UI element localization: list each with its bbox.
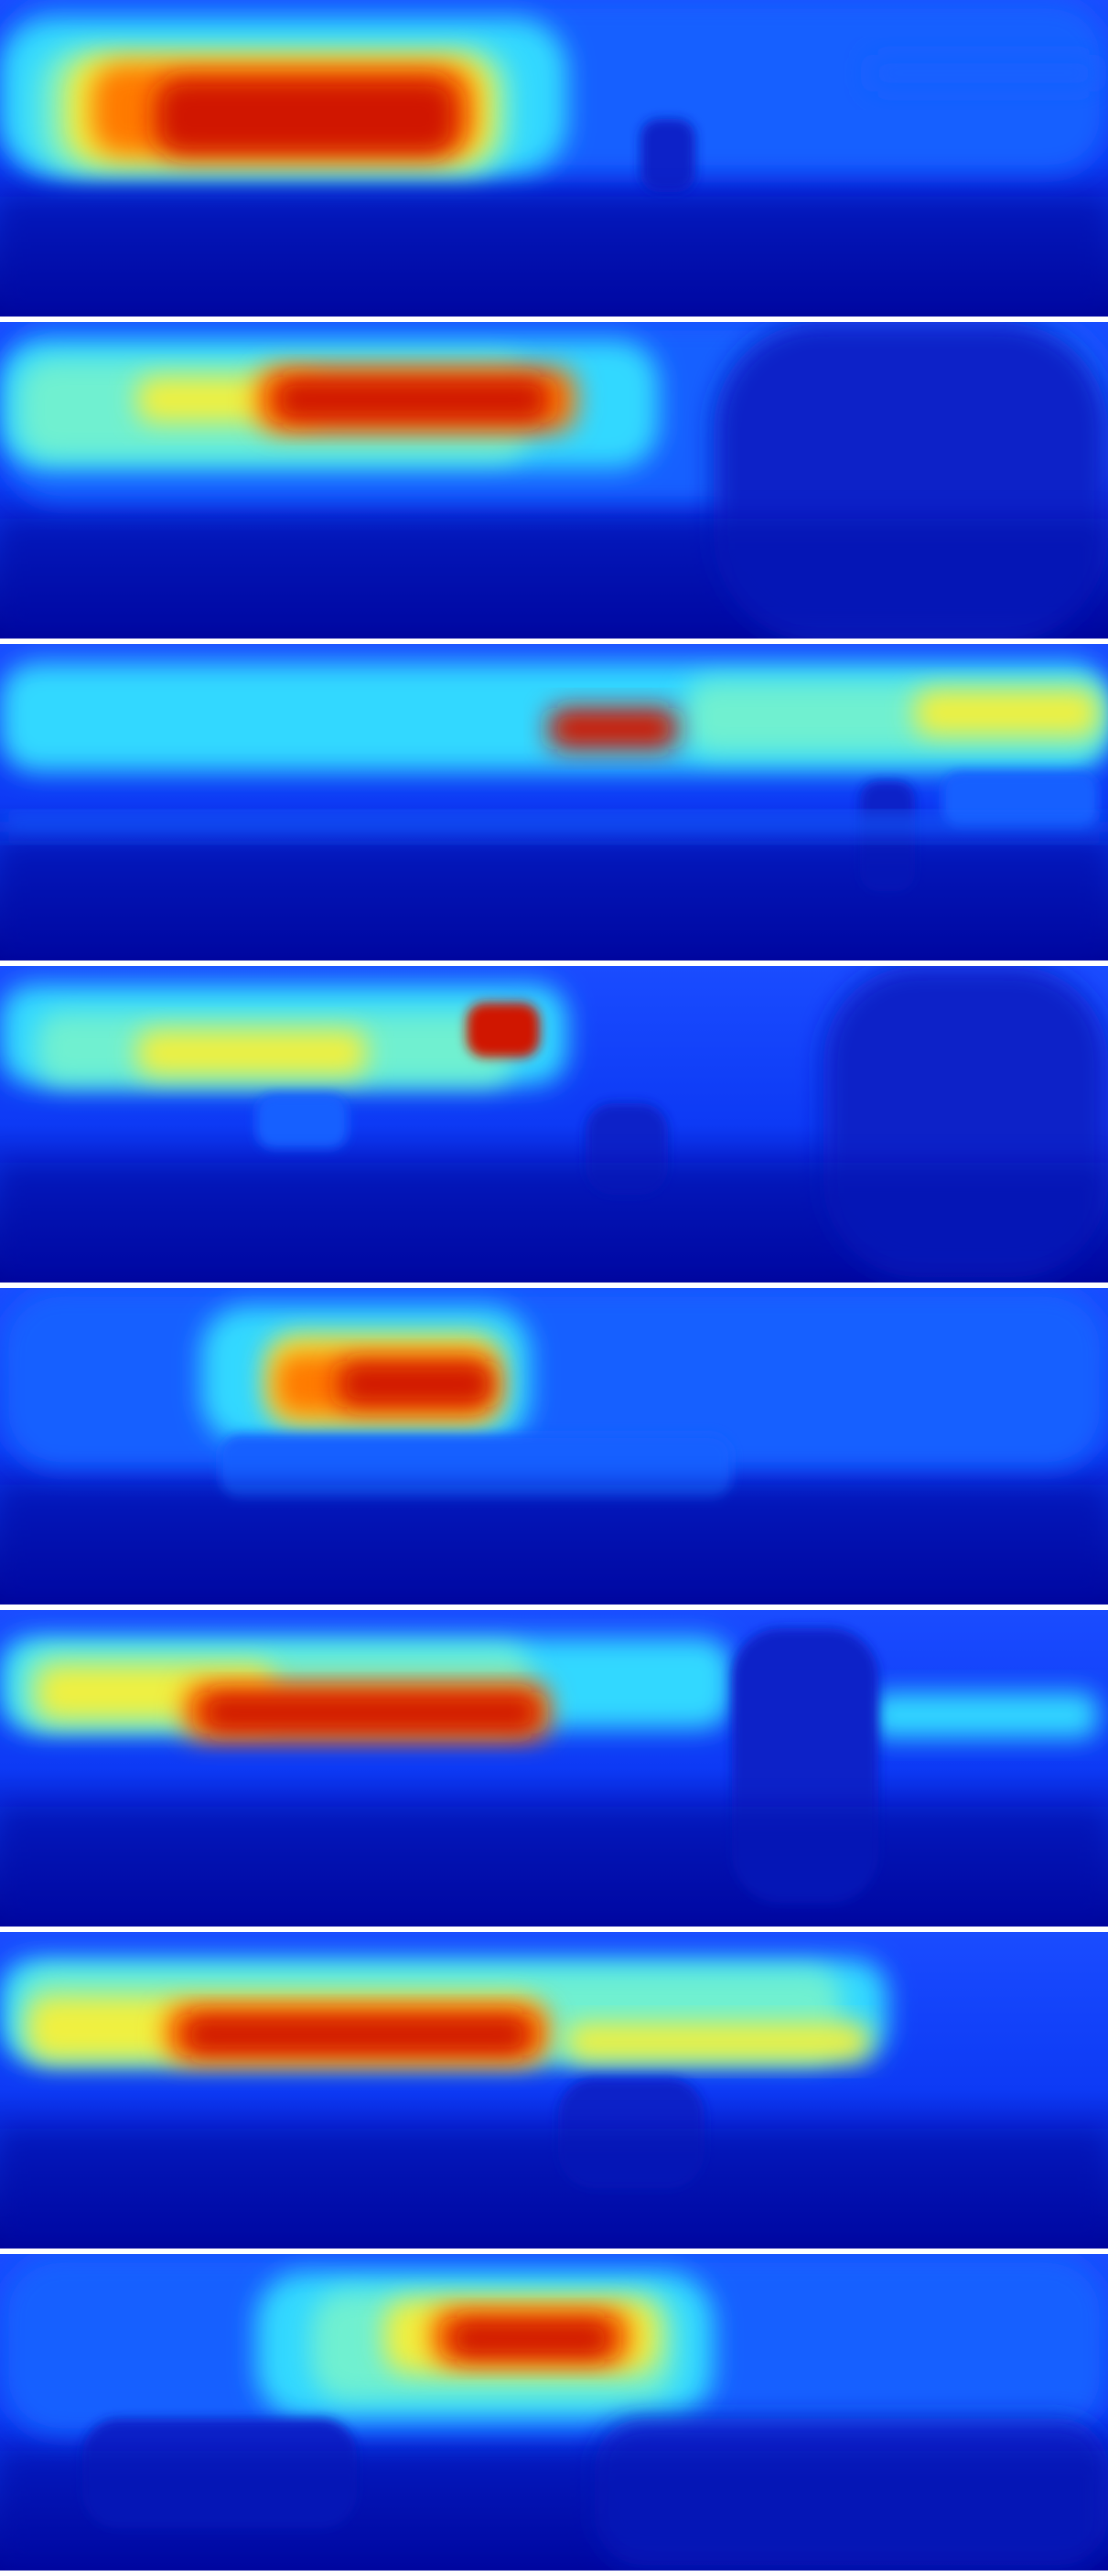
depth-region bbox=[183, 2014, 531, 2055]
depth-region bbox=[274, 377, 549, 423]
depth-region bbox=[0, 818, 1108, 836]
depth-region bbox=[448, 2318, 613, 2359]
depth-region bbox=[869, 55, 1098, 91]
depth-panel bbox=[0, 2254, 1108, 2571]
depth-region bbox=[942, 772, 1098, 827]
depth-region bbox=[567, 2023, 869, 2060]
depth-region bbox=[869, 1692, 1098, 1738]
ground-plane bbox=[0, 1807, 1108, 1927]
depth-panel bbox=[0, 1610, 1108, 1927]
depth-panel bbox=[0, 1932, 1108, 2249]
depth-panel bbox=[0, 644, 1108, 961]
depth-region bbox=[640, 119, 695, 192]
ground-plane bbox=[0, 1163, 1108, 1283]
depth-panel bbox=[0, 966, 1108, 1283]
ground-plane bbox=[0, 519, 1108, 639]
ground-plane bbox=[0, 1485, 1108, 1605]
depth-panel bbox=[0, 1288, 1108, 1605]
ground-plane bbox=[0, 197, 1108, 317]
ground-plane bbox=[0, 2129, 1108, 2249]
depth-region bbox=[339, 1361, 494, 1407]
depth-region bbox=[549, 708, 677, 749]
depth-panel bbox=[0, 0, 1108, 317]
depth-region bbox=[915, 690, 1098, 735]
depth-region bbox=[467, 1003, 540, 1057]
depth-region bbox=[256, 1094, 348, 1149]
ground-plane bbox=[0, 841, 1108, 961]
depth-region bbox=[220, 1434, 732, 1498]
depth-region bbox=[156, 78, 457, 156]
depth-panel bbox=[0, 322, 1108, 639]
depth-region bbox=[201, 1692, 540, 1733]
depth-region bbox=[137, 1030, 366, 1076]
ground-plane bbox=[0, 2451, 1108, 2571]
